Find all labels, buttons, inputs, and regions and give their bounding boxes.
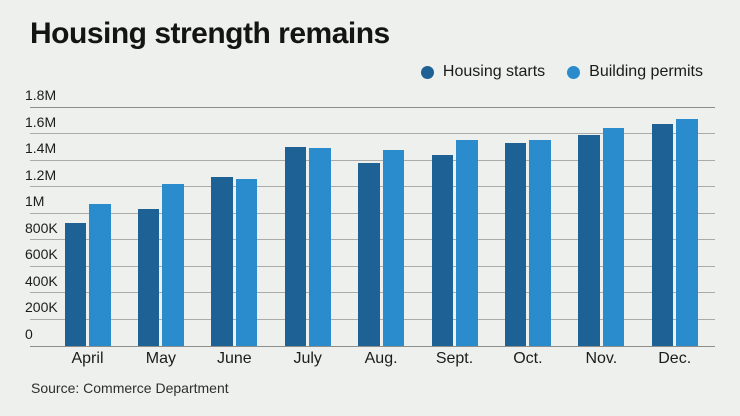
legend: Housing starts Building permits — [420, 63, 703, 81]
y-tick-label-1.8M: 1.8M — [25, 87, 57, 103]
plot-area: 1.8M 1.6M 1.4M 1.2M 1M 800K 600K 400K 200K 0 April… — [25, 87, 715, 367]
bar-building-permits-dec — [676, 118, 698, 346]
y-tick-label-1M: 1M — [25, 193, 45, 210]
bar-building-permits-may — [162, 184, 184, 346]
gridline-0 — [30, 345, 715, 347]
bar-housing-starts-may — [137, 209, 160, 346]
bar-housing-starts-dec — [651, 124, 674, 346]
x-tick-label-sept: Sept. — [435, 350, 474, 367]
x-tick-label-aug: Aug. — [364, 350, 398, 367]
y-tick-label-800K: 800K — [25, 219, 58, 236]
x-tick-label-may: May — [145, 350, 176, 367]
bar-building-permits-oct — [529, 140, 551, 346]
legend-label: Building permits — [589, 63, 703, 80]
bar-housing-starts-aug — [358, 162, 380, 346]
legend-item-building-permits: Building permits — [567, 63, 703, 81]
y-tick-label-1.6M: 1.6M — [25, 113, 57, 130]
bar-group-june — [211, 107, 258, 346]
bar-building-permits-nov — [602, 128, 625, 346]
y-tick-label-600K: 600K — [25, 246, 58, 263]
bar-group-july — [284, 107, 331, 346]
y-tick-label-200K: 200K — [25, 299, 58, 316]
bar-group-sept — [431, 107, 478, 346]
bar-housing-starts-july — [284, 146, 307, 346]
x-tick-label-dec: Dec. — [658, 350, 692, 367]
y-tick-label-400K: 400K — [25, 272, 58, 289]
bar-building-permits-aug — [382, 149, 405, 346]
x-tick-label-june: June — [216, 350, 252, 367]
bar-group-oct — [504, 107, 551, 346]
bar-building-permits-sept — [456, 140, 478, 346]
x-tick-label-oct: Oct. — [513, 350, 543, 367]
gridline-1.4M — [30, 159, 715, 161]
bar-building-permits-june — [235, 178, 258, 346]
y-tick-label-1.2M: 1.2M — [25, 166, 57, 183]
x-tick-label-nov: Nov. — [585, 350, 618, 367]
legend-dot-icon — [420, 65, 434, 79]
source-attribution: Source: Commerce Department — [31, 380, 229, 396]
bar-group-april — [64, 107, 111, 346]
x-tick-label-july: July — [293, 350, 322, 367]
y-tick-label-1.4M: 1.4M — [25, 140, 57, 157]
bar-group-dec — [651, 107, 698, 346]
bar-group-nov — [578, 107, 625, 346]
bar-building-permits-july — [309, 148, 331, 346]
bar-group-may — [137, 107, 184, 346]
chart-title: Housing strength remains — [30, 17, 390, 50]
legend-item-housing-starts: Housing starts — [420, 63, 546, 81]
y-tick-label-0: 0 — [25, 326, 33, 342]
x-tick-label-april: April — [71, 350, 104, 367]
bar-building-permits-april — [89, 203, 111, 346]
legend-label: Housing starts — [442, 63, 546, 80]
bar-housing-starts-nov — [578, 134, 600, 346]
gridline-1.6M — [30, 133, 715, 135]
legend-dot-icon — [567, 65, 581, 79]
bar-housing-starts-oct — [504, 142, 527, 346]
bar-housing-starts-april — [64, 222, 86, 346]
bar-housing-starts-june — [211, 177, 233, 346]
bar-housing-starts-sept — [431, 154, 453, 346]
bar-group-aug — [358, 107, 405, 346]
gridline-1.8M — [30, 106, 715, 108]
